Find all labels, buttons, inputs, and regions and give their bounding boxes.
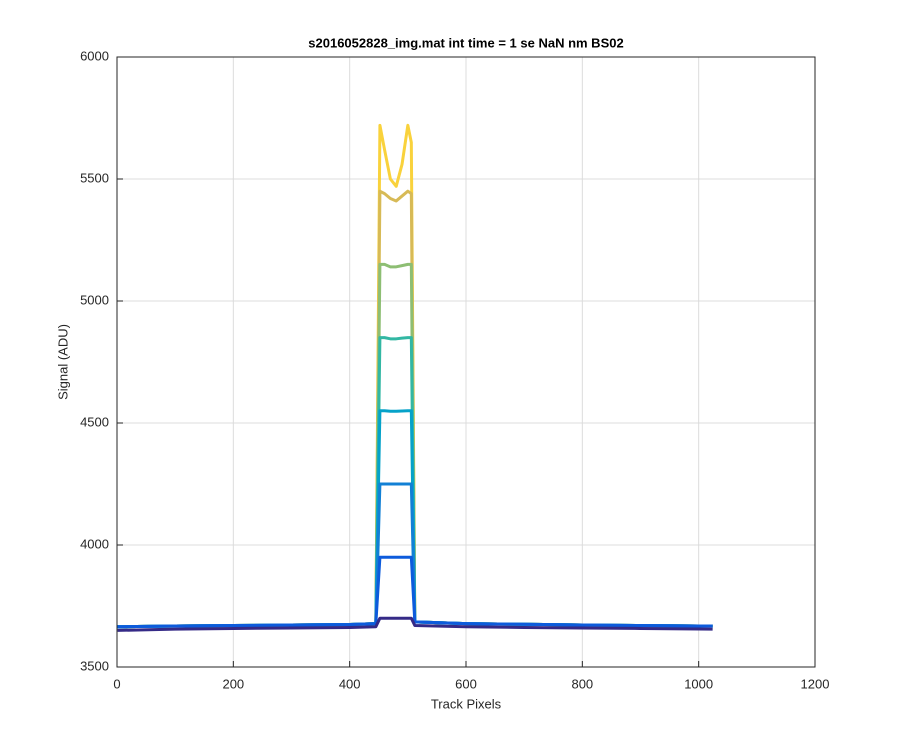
y-tick-label: 4000 [80,536,109,551]
axes-box [116,56,816,668]
data-line [117,616,713,632]
y-axis-label: Signal (ADU) [55,324,70,400]
chart-title: s2016052828_img.mat int time = 1 se NaN … [308,35,623,50]
y-tick-label: 4500 [80,414,109,429]
x-tick-label: 400 [339,676,361,691]
x-tick-label: 200 [222,676,244,691]
x-tick-label: 1000 [684,676,713,691]
y-tick-label: 6000 [80,48,109,63]
y-tick-label: 5000 [80,292,109,307]
x-axis-label: Track Pixels [431,696,502,711]
x-tick-label: 800 [571,676,593,691]
data-line [117,555,713,629]
y-tick-label: 5500 [80,170,109,185]
y-tick-label: 3500 [80,658,109,673]
x-tick-label: 600 [455,676,477,691]
x-tick-label: 1200 [801,676,830,691]
x-tick-label: 0 [113,676,120,691]
